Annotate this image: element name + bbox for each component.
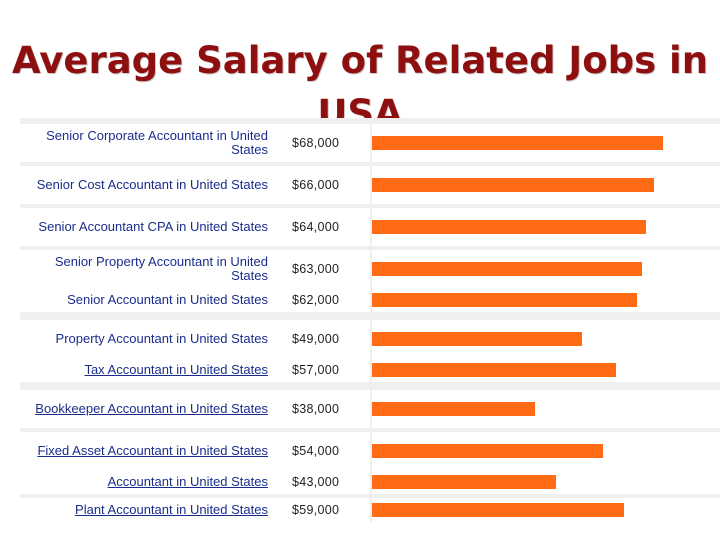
bar-lane xyxy=(372,250,720,288)
salary-value-label: $43,000 xyxy=(292,475,340,489)
table-row: Plant Accountant in United States $59,000 xyxy=(20,498,370,522)
bar-lane xyxy=(372,358,720,382)
table-row: Senior Property Accountant in United Sta… xyxy=(20,250,370,288)
table-row: Senior Accountant in United States $62,00… xyxy=(20,288,370,312)
job-title-link[interactable]: Bookkeeper Accountant in United States xyxy=(35,401,268,416)
salary-bar xyxy=(372,293,637,307)
job-title-link[interactable]: Senior Cost Accountant in United States xyxy=(36,177,268,192)
table-row: Accountant in United States $43,000 xyxy=(20,470,370,494)
table-row: Senior Cost Accountant in United States $… xyxy=(20,166,370,204)
salary-value-label: $38,000 xyxy=(292,402,340,416)
bar-lane xyxy=(372,498,720,522)
salary-value-label: $68,000 xyxy=(292,136,340,150)
job-title-link[interactable]: Accountant in United States xyxy=(107,474,268,489)
bar-lane xyxy=(372,432,720,470)
bar-lane xyxy=(372,470,720,494)
salary-bar xyxy=(372,444,603,458)
salary-bar xyxy=(372,262,642,276)
chart-title-line-1: Average Salary of Related Jobs in xyxy=(11,39,709,82)
job-title-link[interactable]: Tax Accountant in United States xyxy=(84,362,268,377)
job-title-link[interactable]: Senior Property Accountant in United Sta… xyxy=(54,254,268,283)
salary-bar xyxy=(372,402,535,416)
salary-bar xyxy=(372,363,616,377)
job-title-link[interactable]: Property Accountant in United States xyxy=(55,331,268,346)
salary-value-label: $49,000 xyxy=(292,332,340,346)
table-row: Property Accountant in United States $49,… xyxy=(20,320,370,358)
table-row: Senior Corporate Accountant in United St… xyxy=(20,124,370,162)
salary-bar xyxy=(372,136,663,150)
salary-value-label: $66,000 xyxy=(292,178,340,192)
job-title-link[interactable]: Fixed Asset Accountant in United States xyxy=(37,443,268,458)
bar-lane xyxy=(372,288,720,312)
job-title-link[interactable]: Senior Corporate Accountant in United St… xyxy=(46,128,268,157)
table-row: Fixed Asset Accountant in United States $… xyxy=(20,432,370,470)
bar-lane xyxy=(372,390,720,428)
job-title-link[interactable]: Plant Accountant in United States xyxy=(75,502,268,517)
salary-value-label: $62,000 xyxy=(292,293,340,307)
salary-value-label: $57,000 xyxy=(292,363,340,377)
table-row: Bookkeeper Accountant in United States $3… xyxy=(20,390,370,428)
salary-value-label: $63,000 xyxy=(292,262,340,276)
salary-value-label: $54,000 xyxy=(292,444,340,458)
table-row: Senior Accountant CPA in United States $6… xyxy=(20,208,370,246)
salary-value-label: $59,000 xyxy=(292,503,340,517)
table-row: Tax Accountant in United States $57,000 xyxy=(20,358,370,382)
salary-bar xyxy=(372,503,624,517)
salary-value-label: $64,000 xyxy=(292,220,340,234)
job-title-link[interactable]: Senior Accountant in United States xyxy=(67,292,268,307)
salary-bar xyxy=(372,178,654,192)
job-title-link[interactable]: Senior Accountant CPA in United States xyxy=(38,219,268,234)
bar-lane xyxy=(372,208,720,246)
bar-lane xyxy=(372,166,720,204)
bar-lane xyxy=(372,320,720,358)
chart-title: Average Salary of Related Jobs in USA xyxy=(0,34,720,140)
salary-bar xyxy=(372,332,582,346)
bar-lane xyxy=(372,124,720,162)
salary-bar xyxy=(372,220,646,234)
salary-bar xyxy=(372,475,556,489)
